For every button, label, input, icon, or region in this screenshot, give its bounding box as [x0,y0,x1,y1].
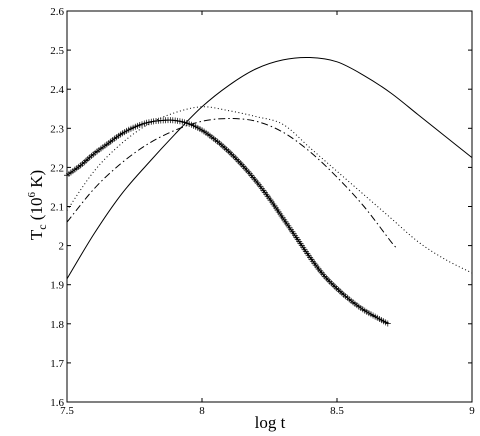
y-axis-title: Tc (106 K) [26,170,49,240]
plot-lines [64,56,473,327]
y-axis-title-close: K) [27,170,46,192]
series-line-3 [66,118,397,248]
y-axis-title-main: T [27,229,46,240]
y-tick-label: 2.1 [50,202,64,214]
y-tick-label: 2.3 [50,123,64,135]
plus-marker [174,117,181,124]
x-tick-label: 9 [469,405,475,417]
plus-marker [384,320,391,327]
series-markers-4 [64,117,391,327]
tick-labels: 7.5 8 8.5 9 1.6 1.7 1.8 1.9 2 2.1 2.2 2.3 2.4 2.5 2.6 [50,6,475,417]
y-tick-label: 1.8 [50,319,64,331]
y-tick-label: 2 [59,241,65,253]
series-line-2 [66,106,473,274]
x-axis-title: log t [255,413,286,432]
y-axis-title-superscript: 6 [26,192,38,198]
y-tick-label: 1.7 [50,358,64,370]
y-axis-title-open: (10 [27,198,46,225]
series-line-1 [66,56,473,280]
y-tick-label: 2.4 [50,84,64,96]
axis-ticks [66,10,473,403]
x-tick-label: 8.5 [330,405,344,417]
y-tick-label: 2.5 [50,45,64,57]
y-tick-label: 1.6 [50,397,64,409]
y-tick-label: 1.9 [50,280,64,292]
x-tick-label: 7.5 [60,405,74,417]
y-axis-title-subscript: c [35,224,49,229]
plus-marker [148,118,155,125]
y-tick-label: 2.6 [50,6,64,18]
plot-frame [66,10,473,403]
y-tick-label: 2.2 [50,162,64,174]
x-tick-label: 8 [199,405,205,417]
